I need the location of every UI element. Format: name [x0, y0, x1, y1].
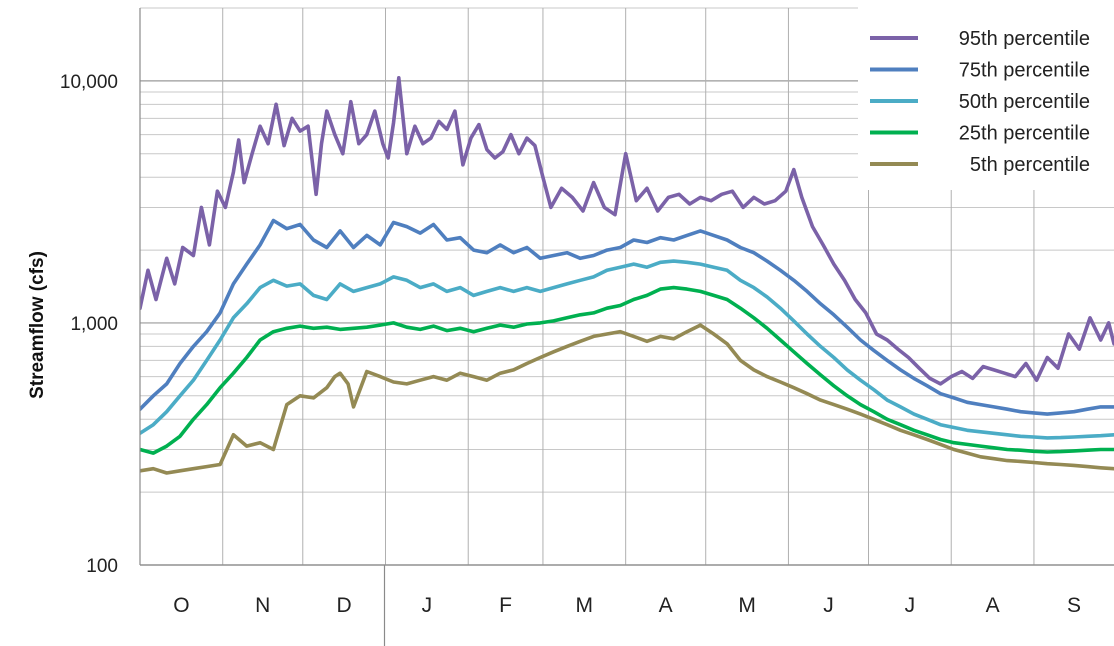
series-line-1	[140, 76, 1114, 386]
x-tick-label: A	[659, 594, 673, 617]
series-line-4	[140, 285, 1114, 455]
legend-box	[858, 0, 1114, 190]
x-tick-label: M	[738, 594, 756, 617]
x-tick-label: S	[1067, 594, 1081, 617]
legend-entry: 50th percentile	[959, 91, 1090, 113]
series-line-5	[140, 323, 1114, 475]
x-tick-label: J	[905, 594, 916, 617]
legend-entry: 25th percentile	[959, 123, 1090, 145]
axes: 100 1,000 10,000 O N D J F M A M J J A S	[60, 8, 1114, 646]
x-tick-label: M	[576, 594, 594, 617]
x-tick-label: J	[823, 594, 834, 617]
x-tick-label: A	[986, 594, 1000, 617]
x-tick-label: O	[173, 594, 189, 617]
legend-entry: 75th percentile	[959, 60, 1090, 82]
y-tick-label: 100	[86, 556, 118, 577]
legend-entry: 95th percentile	[959, 28, 1090, 50]
series-line-2	[140, 218, 1114, 416]
x-tick-label: J	[422, 594, 433, 617]
y-tick-label: 10,000	[60, 72, 118, 93]
y-tick-label: 1,000	[70, 314, 118, 335]
y-axis-label: Streamflow (cfs)	[27, 251, 48, 399]
x-tick-label: F	[499, 594, 512, 617]
legend-entry: 5th percentile	[970, 154, 1090, 176]
x-tick-label: D	[337, 594, 352, 617]
series-line-3	[140, 259, 1114, 440]
series-lines	[140, 76, 1114, 475]
x-tick-label: N	[255, 594, 270, 617]
legend: 95th percentile 75th percentile 50th perce…	[858, 0, 1114, 190]
